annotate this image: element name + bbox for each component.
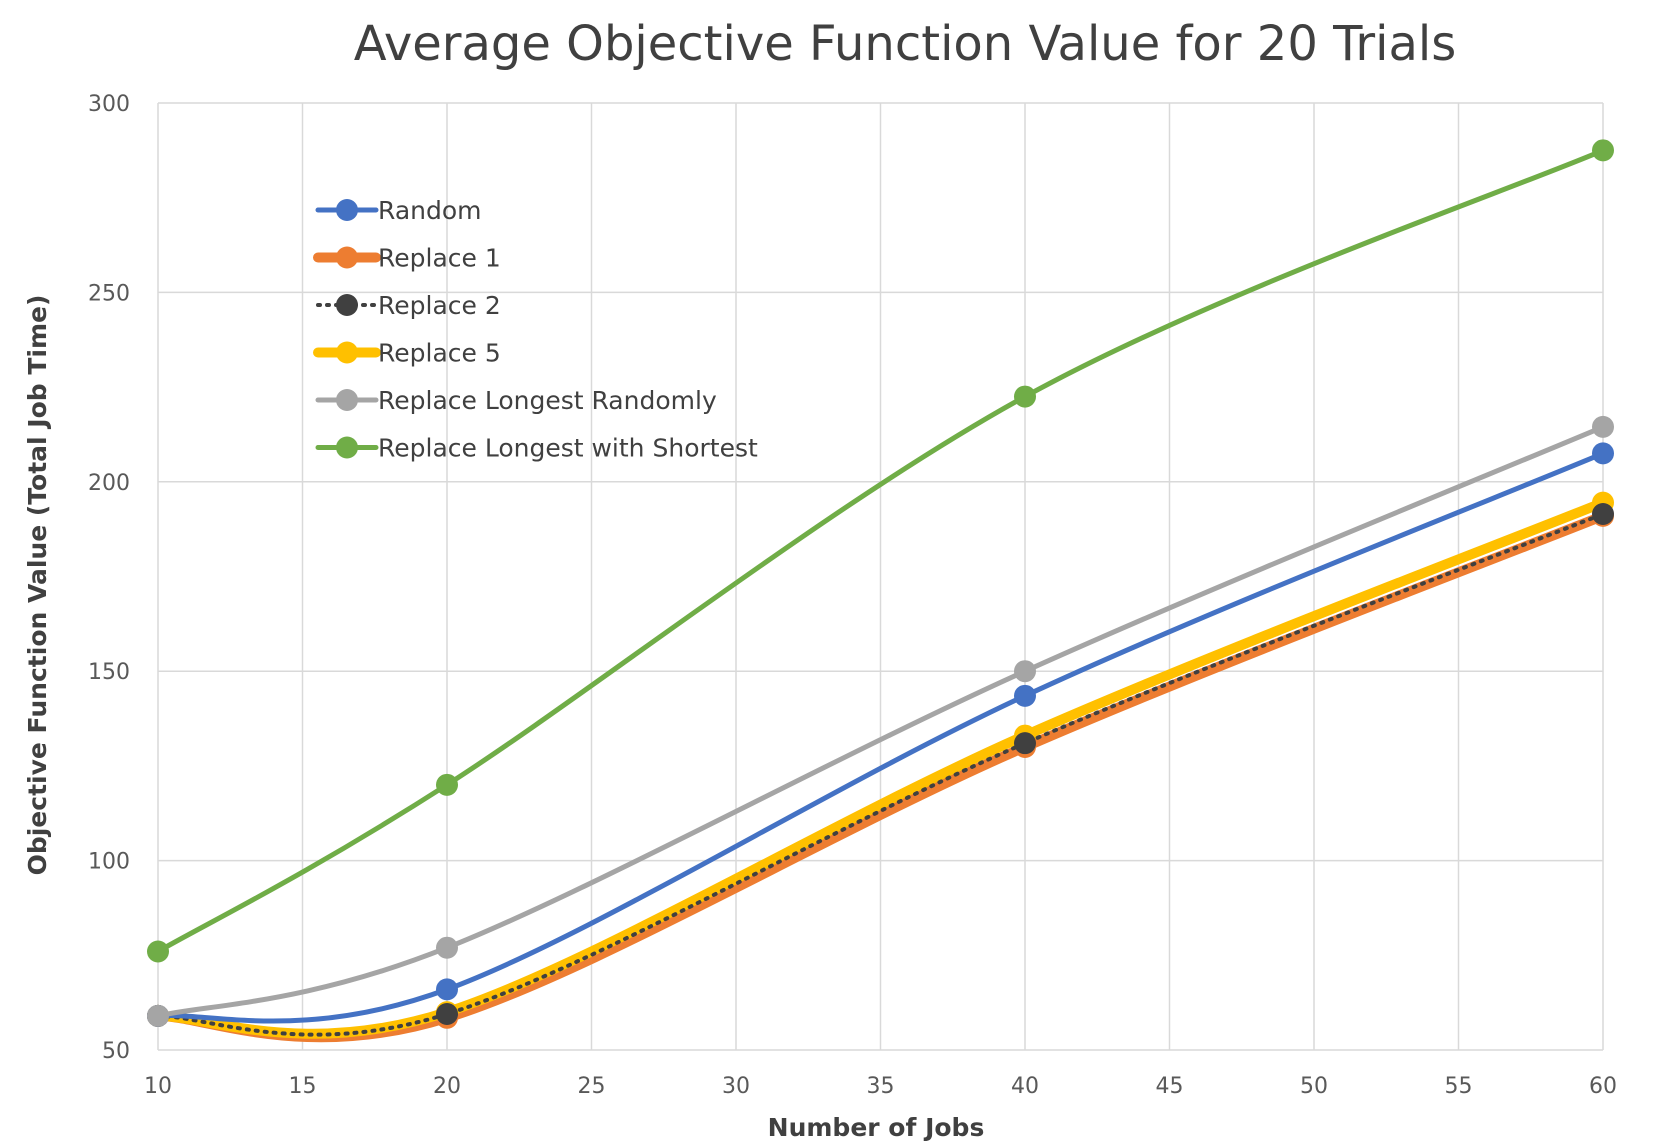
data-point-replace-longest-randomly	[1592, 415, 1614, 438]
x-tick-label: 15	[289, 1074, 317, 1099]
legend-item-replace-2: Replace 2	[316, 291, 501, 320]
legend-marker-replace-longest-with-shortest	[336, 436, 358, 459]
y-tick-label: 300	[88, 92, 130, 117]
data-point-replace-2	[1014, 732, 1036, 755]
legend-label-replace-1: Replace 1	[378, 244, 501, 273]
x-tick-label: 30	[722, 1074, 750, 1099]
data-point-random	[1592, 442, 1614, 465]
data-point-replace-2	[1592, 502, 1614, 525]
series-line-replace-longest-randomly	[155, 424, 1606, 1019]
y-tick-label: 50	[102, 1039, 130, 1064]
x-tick-label: 50	[1300, 1074, 1328, 1099]
x-tick-label: 40	[1011, 1074, 1039, 1099]
data-point-replace-longest-with-shortest	[436, 773, 458, 796]
y-tick-label: 100	[88, 850, 130, 875]
legend: Random Replace 1 Replace 2 Replace 5 Replace…	[313, 196, 758, 463]
data-point-replace-longest-randomly	[1014, 660, 1036, 683]
legend-label-replace-longest-with-shortest: Replace Longest with Shortest	[378, 434, 758, 463]
legend-item-replace-1: Replace 1	[313, 244, 501, 273]
y-tick-label: 150	[88, 660, 130, 685]
x-axis-label: Number of Jobs	[768, 1113, 985, 1142]
gridlines	[157, 102, 1604, 1051]
legend-item-replace-5: Replace 5	[313, 339, 501, 368]
data-point-replace-longest-with-shortest	[1014, 385, 1036, 408]
y-tick-label: 250	[88, 281, 130, 306]
data-point-random	[1014, 684, 1036, 707]
data-point-replace-2	[436, 1003, 458, 1026]
data-point-random	[436, 978, 458, 1001]
x-tick-label: 60	[1589, 1074, 1617, 1099]
x-tick-label: 35	[867, 1074, 895, 1099]
y-axis-label: Objective Function Value (Total Job Time…	[23, 295, 52, 876]
series-replace-longest-with-shortest	[147, 139, 1614, 963]
legend-marker-random	[336, 199, 358, 221]
legend-item-random: Random	[315, 196, 482, 225]
legend-marker-replace-1	[336, 246, 358, 269]
tick-labels: 10 15 20 25 30 35 40 45 50 55 60 50 100 150 200 250 300	[88, 92, 1617, 1099]
series-lines	[147, 139, 1614, 1043]
legend-label-replace-5: Replace 5	[378, 339, 501, 368]
legend-item-replace-longest-randomly: Replace Longest Randomly	[315, 386, 717, 415]
legend-marker-replace-longest-randomly	[336, 389, 358, 411]
legend-label-replace-2: Replace 2	[378, 291, 501, 320]
data-point-replace-longest-randomly	[147, 1004, 169, 1027]
series-replace-longest-randomly	[147, 415, 1614, 1027]
legend-label-random: Random	[378, 196, 482, 225]
data-point-replace-longest-with-shortest	[147, 940, 169, 963]
data-point-replace-longest-randomly	[436, 936, 458, 959]
chart-title: Average Objective Function Value for 20 …	[354, 16, 1456, 72]
data-point-replace-longest-with-shortest	[1592, 139, 1614, 162]
series-line-replace-longest-with-shortest	[155, 147, 1606, 954]
legend-item-replace-longest-with-shortest: Replace Longest with Shortest	[315, 434, 758, 463]
x-tick-label: 20	[433, 1074, 461, 1099]
legend-label-replace-longest-randomly: Replace Longest Randomly	[378, 386, 717, 415]
series-line-replace-2	[156, 512, 1605, 1037]
x-tick-label: 10	[144, 1074, 172, 1099]
legend-marker-replace-2	[336, 294, 358, 316]
series-line-random	[155, 450, 1606, 1024]
x-tick-label: 45	[1156, 1074, 1184, 1099]
x-tick-label: 55	[1445, 1074, 1473, 1099]
y-tick-label: 200	[88, 471, 130, 496]
x-tick-label: 25	[578, 1074, 606, 1099]
legend-marker-replace-5	[336, 341, 358, 364]
